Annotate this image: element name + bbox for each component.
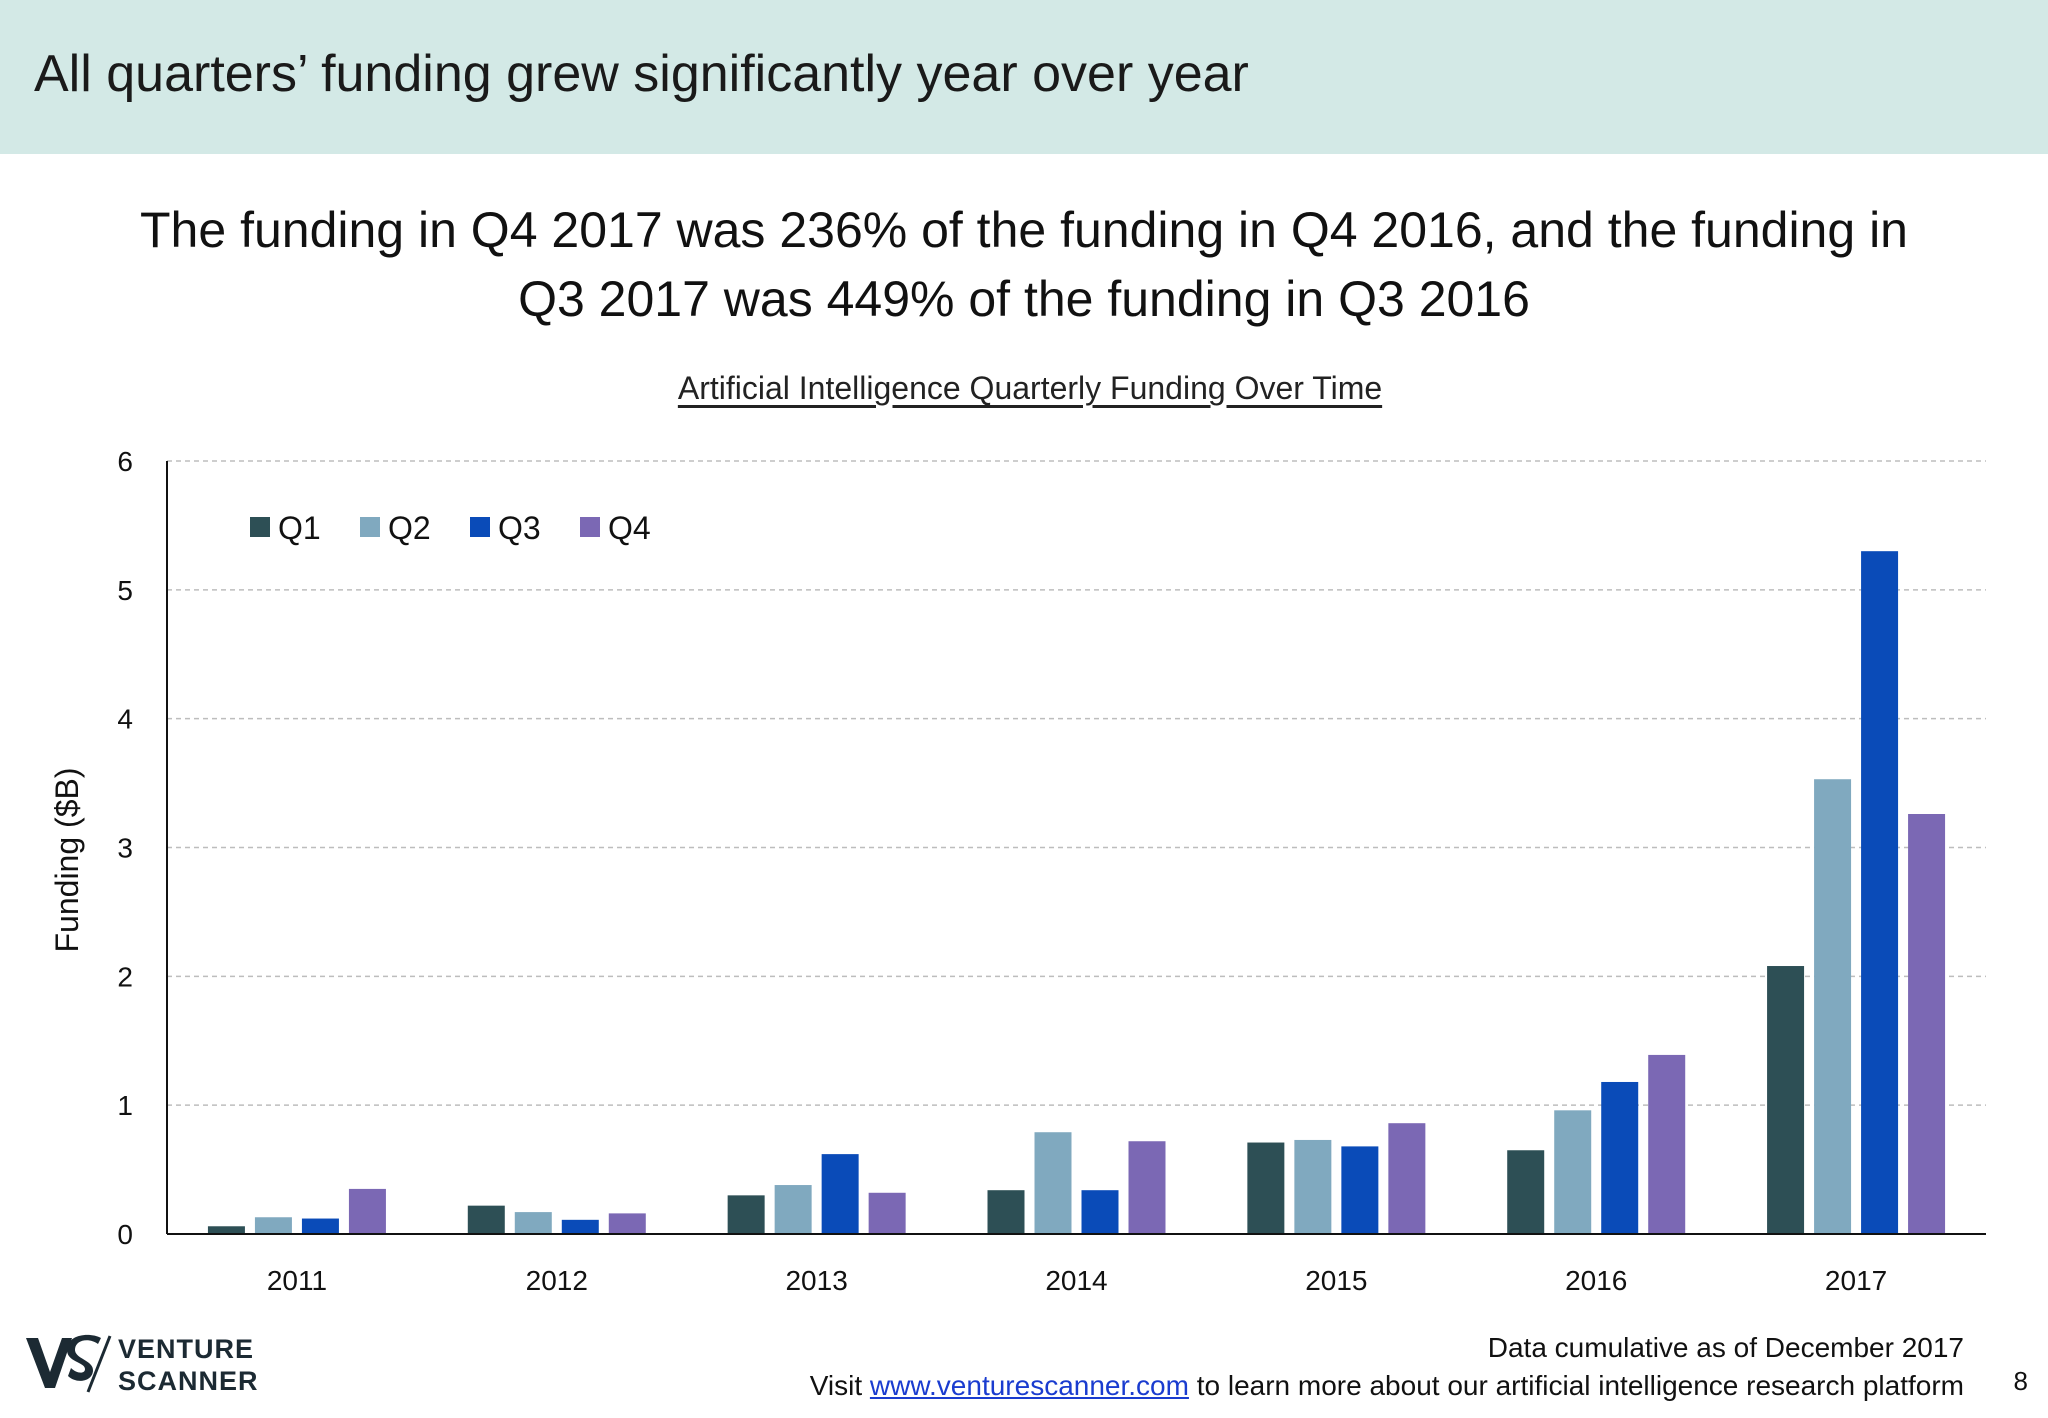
bar-2015-Q2 — [1294, 1139, 1332, 1234]
legend-label-Q3: Q3 — [498, 510, 541, 546]
y-tick-label: 5 — [117, 575, 133, 606]
bar-2014-Q1 — [987, 1190, 1025, 1234]
bar-2016-Q2 — [1554, 1110, 1592, 1234]
bar-2012-Q1 — [467, 1205, 505, 1234]
bar-2014-Q3 — [1081, 1190, 1119, 1234]
bar-2013-Q1 — [727, 1195, 765, 1234]
bar-2011-Q1 — [207, 1226, 245, 1234]
bar-2016-Q3 — [1601, 1081, 1639, 1234]
bar-2013-Q2 — [774, 1185, 812, 1234]
chart-title: Artificial Intelligence Quarterly Fundin… — [677, 370, 1383, 406]
legend-label-Q2: Q2 — [388, 510, 431, 546]
x-tick-label: 2017 — [1825, 1265, 1887, 1296]
x-tick-label: 2011 — [267, 1265, 327, 1296]
x-tick-label: 2012 — [526, 1265, 588, 1296]
y-tick-label: 4 — [117, 704, 133, 735]
axes: 0 1 2 3 4 5 6 2011 2012 2013 2014 2015 2016 2017 — [117, 446, 1986, 1296]
x-tick-label: 2013 — [785, 1265, 847, 1296]
gridlines — [167, 460, 1986, 1106]
headline-line-1: The funding in Q4 2017 was 236% of the f… — [140, 202, 1908, 258]
y-tick-label: 1 — [117, 1090, 133, 1121]
bar-2011-Q4 — [348, 1188, 386, 1234]
footer-visit-prefix: Visit — [809, 1370, 863, 1401]
header-band — [0, 0, 2048, 154]
bar-2016-Q1 — [1507, 1150, 1545, 1234]
bar-2015-Q4 — [1388, 1123, 1426, 1234]
bar-2012-Q4 — [608, 1213, 646, 1234]
bars — [207, 551, 1946, 1234]
legend-label-Q4: Q4 — [608, 510, 651, 546]
page-number: 8 — [2013, 1366, 2028, 1396]
headline-line-2: Q3 2017 was 449% of the funding in Q3 20… — [518, 271, 1530, 327]
legend-swatch-Q2 — [360, 517, 380, 537]
legend-swatch-Q4 — [580, 517, 600, 537]
legend-swatch-Q1 — [250, 517, 270, 537]
y-tick-label: 0 — [117, 1219, 133, 1250]
bar-2015-Q3 — [1341, 1146, 1379, 1234]
bar-2017-Q2 — [1814, 779, 1852, 1234]
legend: Q1 Q2 Q3 Q4 — [250, 510, 651, 546]
bar-2014-Q2 — [1034, 1132, 1072, 1234]
slide-title: All quarters’ funding grew significantly… — [34, 45, 1249, 103]
venturescanner-link[interactable]: www.venturescanner.com — [869, 1370, 1189, 1401]
footer-visit-line: Visit www.venturescanner.com to learn mo… — [810, 1370, 1964, 1402]
chart-title-wrap: Artificial Intelligence Quarterly Fundin… — [0, 370, 2048, 407]
footer-data-note: Data cumulative as of December 2017 — [1487, 1332, 1964, 1363]
y-axis-title: Funding ($B) — [49, 768, 85, 953]
bar-2017-Q1 — [1767, 966, 1805, 1234]
bar-2014-Q4 — [1128, 1141, 1166, 1234]
x-tick-label: 2016 — [1565, 1265, 1627, 1296]
vs-monogram-icon — [26, 1334, 112, 1393]
bar-2011-Q2 — [254, 1217, 292, 1234]
logo-word-scanner: SCANNER — [118, 1366, 259, 1396]
logo-word-venture: VENTURE — [118, 1334, 255, 1364]
bar-2011-Q3 — [301, 1218, 339, 1234]
x-tick-label: 2015 — [1305, 1265, 1367, 1296]
y-tick-label: 3 — [117, 833, 133, 864]
x-tick-label: 2014 — [1045, 1265, 1107, 1296]
bar-2013-Q4 — [868, 1192, 906, 1234]
footer-visit-suffix: to learn more about our artificial intel… — [1196, 1370, 1964, 1401]
bar-2015-Q1 — [1247, 1142, 1285, 1234]
bar-2017-Q3 — [1861, 551, 1899, 1234]
headline: The funding in Q4 2017 was 236% of the f… — [0, 196, 2048, 334]
bar-2017-Q4 — [1908, 814, 1946, 1234]
legend-label-Q1: Q1 — [278, 510, 321, 546]
legend-swatch-Q3 — [470, 517, 490, 537]
bar-2012-Q2 — [514, 1212, 552, 1234]
bar-2016-Q4 — [1648, 1054, 1686, 1234]
y-tick-label: 6 — [117, 446, 133, 477]
venture-scanner-logo: VENTURE SCANNER — [24, 1330, 264, 1400]
bar-2012-Q3 — [561, 1219, 599, 1234]
bar-2013-Q3 — [821, 1154, 859, 1234]
y-tick-label: 2 — [117, 961, 133, 992]
